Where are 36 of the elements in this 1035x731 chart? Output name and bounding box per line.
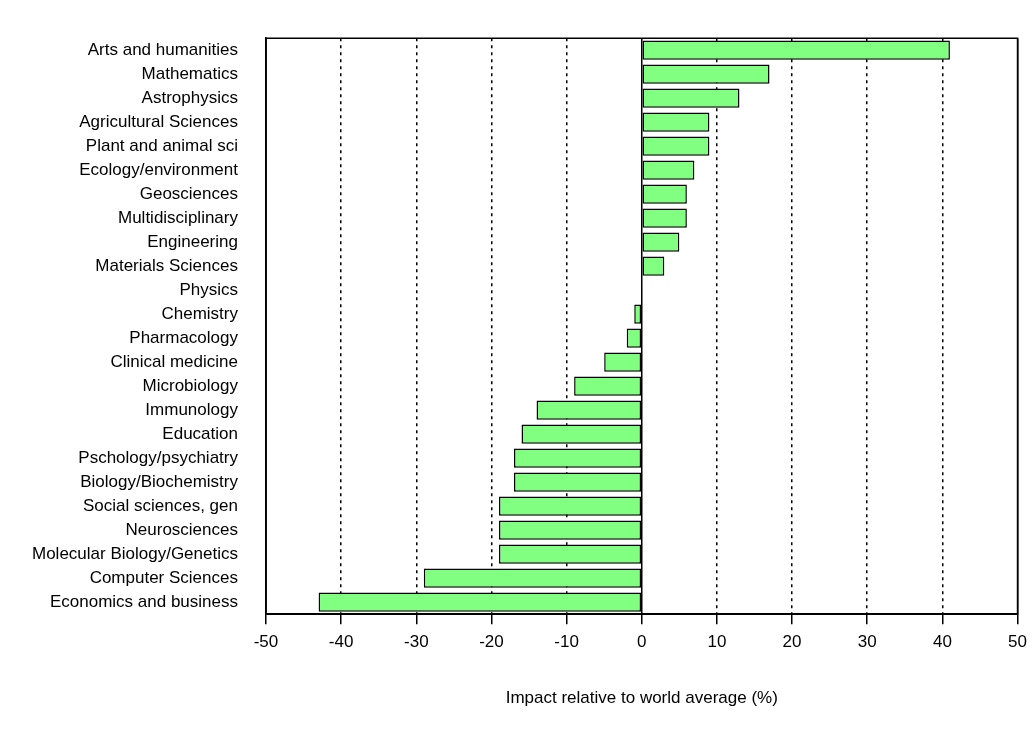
x-tick-label: -40 bbox=[328, 632, 354, 652]
y-tick-label: Engineering bbox=[147, 231, 238, 251]
y-tick-label: Computer Sciences bbox=[89, 567, 238, 587]
y-tick-label: Multidisciplinary bbox=[118, 207, 239, 227]
y-tick-label: Education bbox=[162, 423, 238, 443]
y-tick-label: Physics bbox=[179, 279, 238, 299]
x-tick-label: -20 bbox=[479, 632, 504, 652]
x-tick-label: -10 bbox=[554, 632, 579, 652]
y-tick-label: Agricultural Sciences bbox=[79, 111, 238, 131]
x-tick-label: 50 bbox=[1008, 632, 1028, 652]
y-tick-label: Astrophysics bbox=[141, 87, 238, 107]
x-tick-label: 30 bbox=[857, 632, 877, 652]
y-tick-label: Geosciences bbox=[139, 183, 238, 203]
x-tick-label: 10 bbox=[707, 632, 727, 652]
y-tick-label: Materials Sciences bbox=[95, 255, 238, 275]
y-tick-label: Arts and humanities bbox=[87, 39, 238, 59]
y-tick-label: Clinical medicine bbox=[110, 351, 238, 371]
y-tick-label: Ecology/environment bbox=[79, 159, 239, 179]
y-tick-label: Social sciences, gen bbox=[83, 495, 238, 515]
y-tick-label: Plant and animal sci bbox=[85, 135, 238, 155]
x-tick-label: -30 bbox=[404, 632, 429, 652]
y-tick-label: Biology/Biochemistry bbox=[80, 471, 239, 491]
y-tick-label: Pharmacology bbox=[129, 327, 239, 347]
y-tick-label: Economics and business bbox=[49, 591, 238, 611]
x-tick-label: 20 bbox=[782, 632, 802, 652]
x-axis-title: Impact relative to world average (%) bbox=[505, 688, 778, 708]
y-tick-label: Neurosciences bbox=[125, 519, 238, 539]
y-tick-label: Microbiology bbox=[142, 375, 239, 395]
y-tick-label: Mathematics bbox=[141, 63, 238, 83]
y-tick-label: Chemistry bbox=[161, 303, 239, 323]
x-tick-label: -50 bbox=[253, 632, 279, 652]
x-tick-label: 0 bbox=[637, 632, 647, 652]
y-tick-label: Molecular Biology/Genetics bbox=[32, 543, 238, 563]
x-tick-label: 40 bbox=[932, 632, 952, 652]
y-tick-label: Immunology bbox=[145, 399, 239, 419]
y-tick-label: Pschology/psychiatry bbox=[78, 447, 239, 467]
